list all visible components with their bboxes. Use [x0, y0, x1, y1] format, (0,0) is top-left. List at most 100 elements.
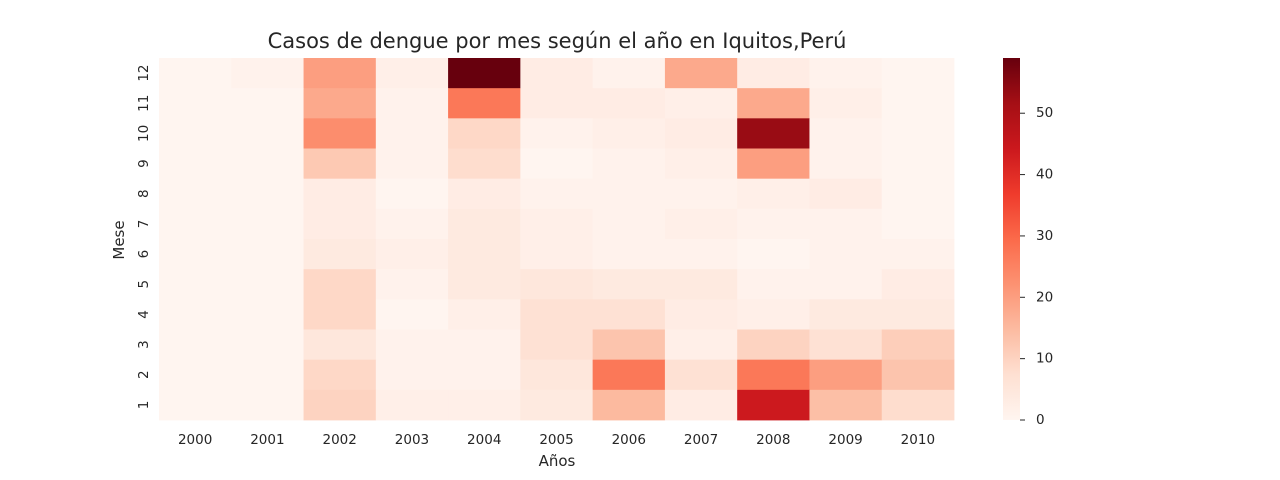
- heatmap-cell: [303, 118, 377, 149]
- heatmap-cell: [809, 178, 883, 210]
- heatmap-cell: [303, 148, 377, 180]
- heatmap-cell: [375, 239, 449, 270]
- heatmap-cell: [448, 239, 521, 270]
- heatmap-cell: [592, 269, 666, 300]
- colorbar-tick-label: 50: [1036, 105, 1053, 121]
- heatmap-cell: [520, 148, 594, 180]
- x-tick-label: 2009: [828, 432, 862, 448]
- heatmap-cell: [159, 329, 232, 361]
- heatmap-cells: [159, 58, 955, 421]
- heatmap-cell: [159, 58, 232, 89]
- y-tick-label: 5: [136, 280, 152, 289]
- heatmap-cell: [809, 239, 883, 270]
- y-tick-label: 11: [136, 95, 152, 112]
- x-tick-label: 2002: [323, 432, 357, 448]
- heatmap-cell: [737, 269, 810, 300]
- heatmap-cell: [809, 359, 883, 391]
- x-tick-labels: 2000 2001 2002 2003 2004 2005 2006 2007 2008 2009…: [178, 432, 935, 448]
- heatmap-cell: [448, 269, 521, 300]
- y-tick-labels: 12 11 10 9 8 7 6 5 4 3 2 1: [136, 64, 152, 409]
- heatmap-cell: [303, 88, 377, 119]
- y-tick-label: 12: [136, 64, 152, 81]
- heatmap-cell: [664, 299, 738, 330]
- heatmap-cell: [375, 269, 449, 300]
- heatmap-cell: [664, 269, 738, 300]
- heatmap-cell: [303, 208, 377, 240]
- heatmap-cell: [664, 359, 738, 391]
- heatmap-cell: [592, 118, 666, 149]
- heatmap-cell: [303, 329, 377, 361]
- colorbar-tick-label: 30: [1036, 228, 1053, 244]
- heatmap-cell: [303, 389, 377, 421]
- heatmap-cell: [448, 178, 521, 210]
- heatmap-cell: [737, 329, 810, 361]
- heatmap-cell: [881, 118, 955, 149]
- heatmap-cell: [592, 389, 666, 421]
- heatmap-cell: [881, 58, 955, 89]
- heatmap-cell: [881, 88, 955, 119]
- y-tick-label: 6: [136, 250, 152, 259]
- heatmap-cell: [159, 299, 232, 330]
- heatmap-cell: [303, 178, 377, 210]
- heatmap-cell: [664, 178, 738, 210]
- heatmap-cell: [520, 88, 594, 119]
- y-tick-label: 2: [136, 370, 152, 379]
- heatmap-cell: [592, 208, 666, 240]
- heatmap-cell: [881, 208, 955, 240]
- heatmap-cell: [737, 299, 810, 330]
- y-tick-label: 9: [136, 159, 152, 168]
- x-tick-label: 2003: [395, 432, 429, 448]
- heatmap-cell: [592, 239, 666, 270]
- heatmap-cell: [520, 299, 594, 330]
- x-axis-label: Años: [539, 452, 576, 470]
- heatmap-cell: [375, 58, 449, 89]
- heatmap-cell: [375, 88, 449, 119]
- heatmap-cell: [664, 88, 738, 119]
- heatmap-cell: [737, 148, 810, 180]
- heatmap-cell: [375, 329, 449, 361]
- heatmap-cell: [592, 88, 666, 119]
- colorbar-tick-label: 0: [1036, 412, 1045, 428]
- heatmap-cell: [231, 88, 304, 119]
- x-tick-label: 2008: [756, 432, 790, 448]
- y-tick-label: 3: [136, 340, 152, 349]
- heatmap-cell: [159, 178, 232, 210]
- heatmap-cell: [881, 269, 955, 300]
- heatmap-cell: [592, 58, 666, 89]
- heatmap-cell: [664, 208, 738, 240]
- heatmap-cell: [737, 118, 810, 149]
- heatmap-cell: [737, 58, 810, 89]
- x-tick-label: 2007: [684, 432, 718, 448]
- x-tick-label: 2000: [178, 432, 212, 448]
- heatmap-cell: [881, 148, 955, 180]
- heatmap-cell: [809, 208, 883, 240]
- heatmap-cell: [375, 359, 449, 391]
- heatmap-cell: [303, 239, 377, 270]
- heatmap-cell: [737, 88, 810, 119]
- heatmap-cell: [592, 178, 666, 210]
- heatmap-cell: [448, 148, 521, 180]
- chart-title: Casos de dengue por mes según el año en …: [268, 29, 847, 53]
- heatmap-cell: [159, 148, 232, 180]
- heatmap-cell: [809, 148, 883, 180]
- heatmap-cell: [448, 359, 521, 391]
- heatmap-cell: [303, 58, 377, 89]
- heatmap-cell: [809, 269, 883, 300]
- heatmap-cell: [881, 329, 955, 361]
- x-tick-label: 2006: [612, 432, 646, 448]
- heatmap-cell: [881, 178, 955, 210]
- heatmap-cell: [231, 148, 304, 180]
- heatmap-cell: [737, 178, 810, 210]
- heatmap-cell: [231, 118, 304, 149]
- y-tick-label: 1: [136, 401, 152, 410]
- x-tick-label: 2001: [250, 432, 284, 448]
- heatmap-cell: [231, 208, 304, 240]
- heatmap-cell: [231, 299, 304, 330]
- heatmap-cell: [592, 329, 666, 361]
- heatmap-cell: [303, 269, 377, 300]
- heatmap-cell: [809, 58, 883, 89]
- heatmap-cell: [520, 359, 594, 391]
- heatmap-cell: [375, 208, 449, 240]
- colorbar-ticks: 0 10 20 30 40 50: [1020, 105, 1053, 428]
- heatmap-cell: [448, 389, 521, 421]
